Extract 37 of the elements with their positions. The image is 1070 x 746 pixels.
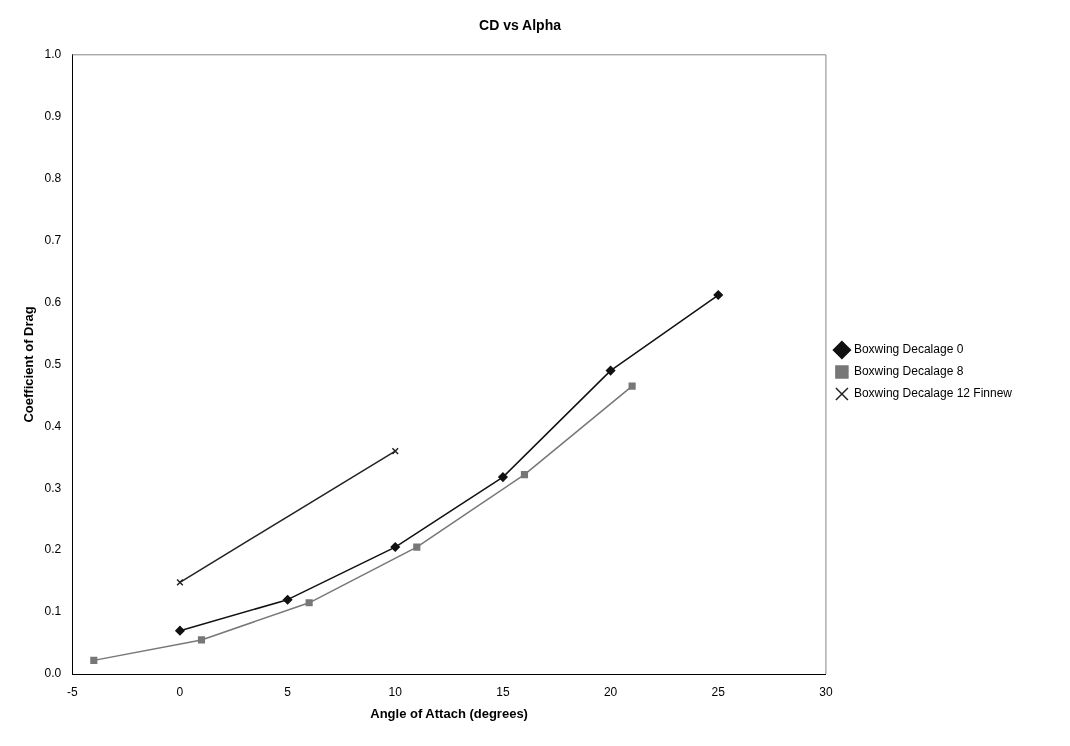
point [282, 594, 293, 605]
y-tick-label: 0.2 [44, 542, 62, 557]
point [628, 382, 636, 390]
y-tick-label: 0.8 [44, 170, 62, 185]
x-tick-label: 25 [711, 684, 726, 699]
x-tick-label: 0 [176, 684, 184, 699]
point [605, 365, 616, 376]
legend-label: Boxwing Decalage 8 [853, 364, 964, 379]
point [175, 625, 185, 636]
x-tick-label: 20 [603, 684, 618, 699]
y-tick-label: 0.6 [44, 294, 62, 309]
x-tick-label: 15 [496, 684, 510, 699]
legend-label: Boxwing Decalage 12 Finnew [853, 386, 1013, 401]
point [520, 471, 529, 479]
x-tick-label: 10 [388, 684, 403, 699]
x-tick-label: 30 [819, 684, 833, 699]
point [390, 542, 401, 552]
point [90, 656, 98, 664]
legend-label: Boxwing Decalage 0 [853, 342, 964, 357]
y-tick-label: 1.0 [44, 47, 62, 62]
y-tick-label: 0.4 [44, 418, 62, 433]
point [197, 636, 206, 644]
y-tick-label: 0.0 [44, 666, 62, 681]
y-tick-label: 0.9 [44, 109, 62, 124]
x-tick-label: -5 [66, 684, 78, 699]
point [713, 290, 723, 300]
y-tick-label: 0.5 [44, 356, 62, 371]
chart-title: CD vs Alpha [479, 17, 562, 34]
y-tick-label: 0.7 [44, 232, 62, 247]
y-tick-label: 0.1 [44, 604, 62, 619]
y-axis-title: Coefficient of Drag [21, 306, 37, 423]
x-tick-label: 5 [284, 684, 292, 699]
point [305, 599, 313, 607]
point [498, 472, 508, 482]
x-axis-title: Angle of Attach (degrees) [370, 705, 528, 721]
point [413, 543, 421, 551]
y-tick-label: 0.3 [44, 480, 62, 495]
